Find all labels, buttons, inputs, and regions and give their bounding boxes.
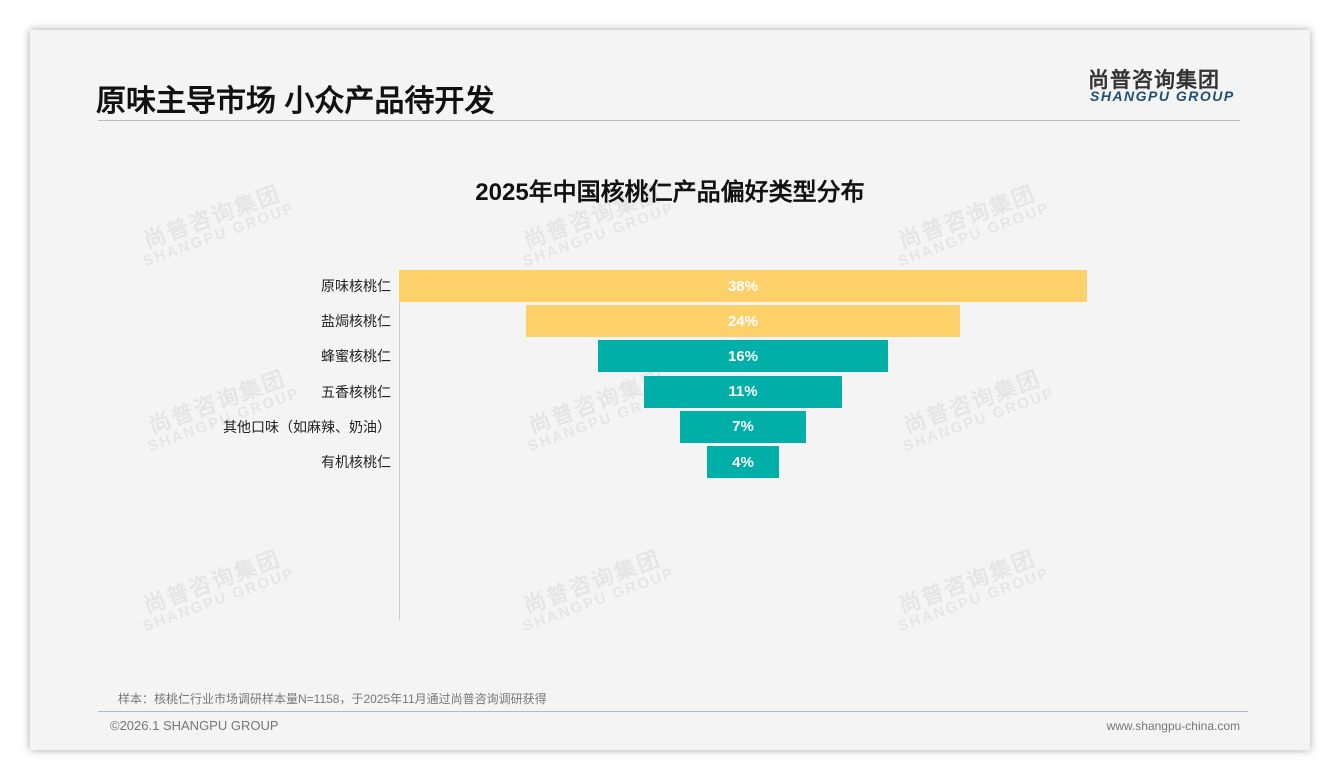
category-label: 其他口味（如麻辣、奶油） (223, 418, 391, 435)
category-label: 蜂蜜核桃仁 (321, 348, 391, 365)
watermark: 尚普咨询集团 SHANGPU GROUP (133, 544, 297, 636)
sample-note: 样本：核桃仁行业市场调研样本量N=1158，于2025年11月通过尚普咨询调研获… (118, 692, 547, 706)
data-label: 24% (727, 312, 758, 330)
funnel-bar: 38% (399, 270, 1087, 302)
category-label: 原味核桃仁 (321, 278, 391, 294)
chart-title: 2025年中国核桃仁产品偏好类型分布 (475, 179, 865, 206)
logo-chinese: 尚普咨询集团 (1088, 69, 1220, 92)
logo-english: SHANGPU GROUP (1090, 88, 1235, 104)
header-divider (98, 120, 1240, 121)
category-label: 五香核桃仁 (321, 383, 391, 400)
footer-divider (98, 711, 1248, 712)
category-label: 盐焗核桃仁 (321, 313, 391, 330)
watermark: 尚普咨询集团 SHANGPU GROUP (138, 364, 302, 456)
data-label: 38% (727, 277, 758, 295)
website-url: www.shangpu-china.com (1106, 719, 1240, 733)
slide: 原味主导市场 小众产品待开发 尚普咨询集团 SHANGPU GROUP 尚普咨询… (30, 30, 1310, 750)
watermark: 尚普咨询集团 SHANGPU GROUP (888, 544, 1052, 636)
page-title: 原味主导市场 小众产品待开发 (96, 85, 495, 118)
data-label: 11% (728, 383, 758, 401)
watermark: 尚普咨询集团 SHANGPU GROUP (513, 544, 677, 636)
funnel-bar: 4% (706, 446, 780, 478)
data-label: 7% (732, 418, 754, 436)
data-label: 16% (727, 347, 758, 365)
funnel-bar: 7% (679, 410, 807, 443)
category-axis (399, 270, 400, 620)
category-label: 有机核桃仁 (321, 454, 391, 470)
data-label: 4% (732, 453, 754, 471)
funnel-bar: 11% (643, 375, 843, 408)
funnel-bar: 16% (598, 340, 888, 373)
funnel-bar: 24% (526, 305, 960, 338)
copyright: ©2026.1 SHANGPU GROUP (110, 718, 279, 733)
watermark: 尚普咨询集团 SHANGPU GROUP (893, 364, 1057, 456)
